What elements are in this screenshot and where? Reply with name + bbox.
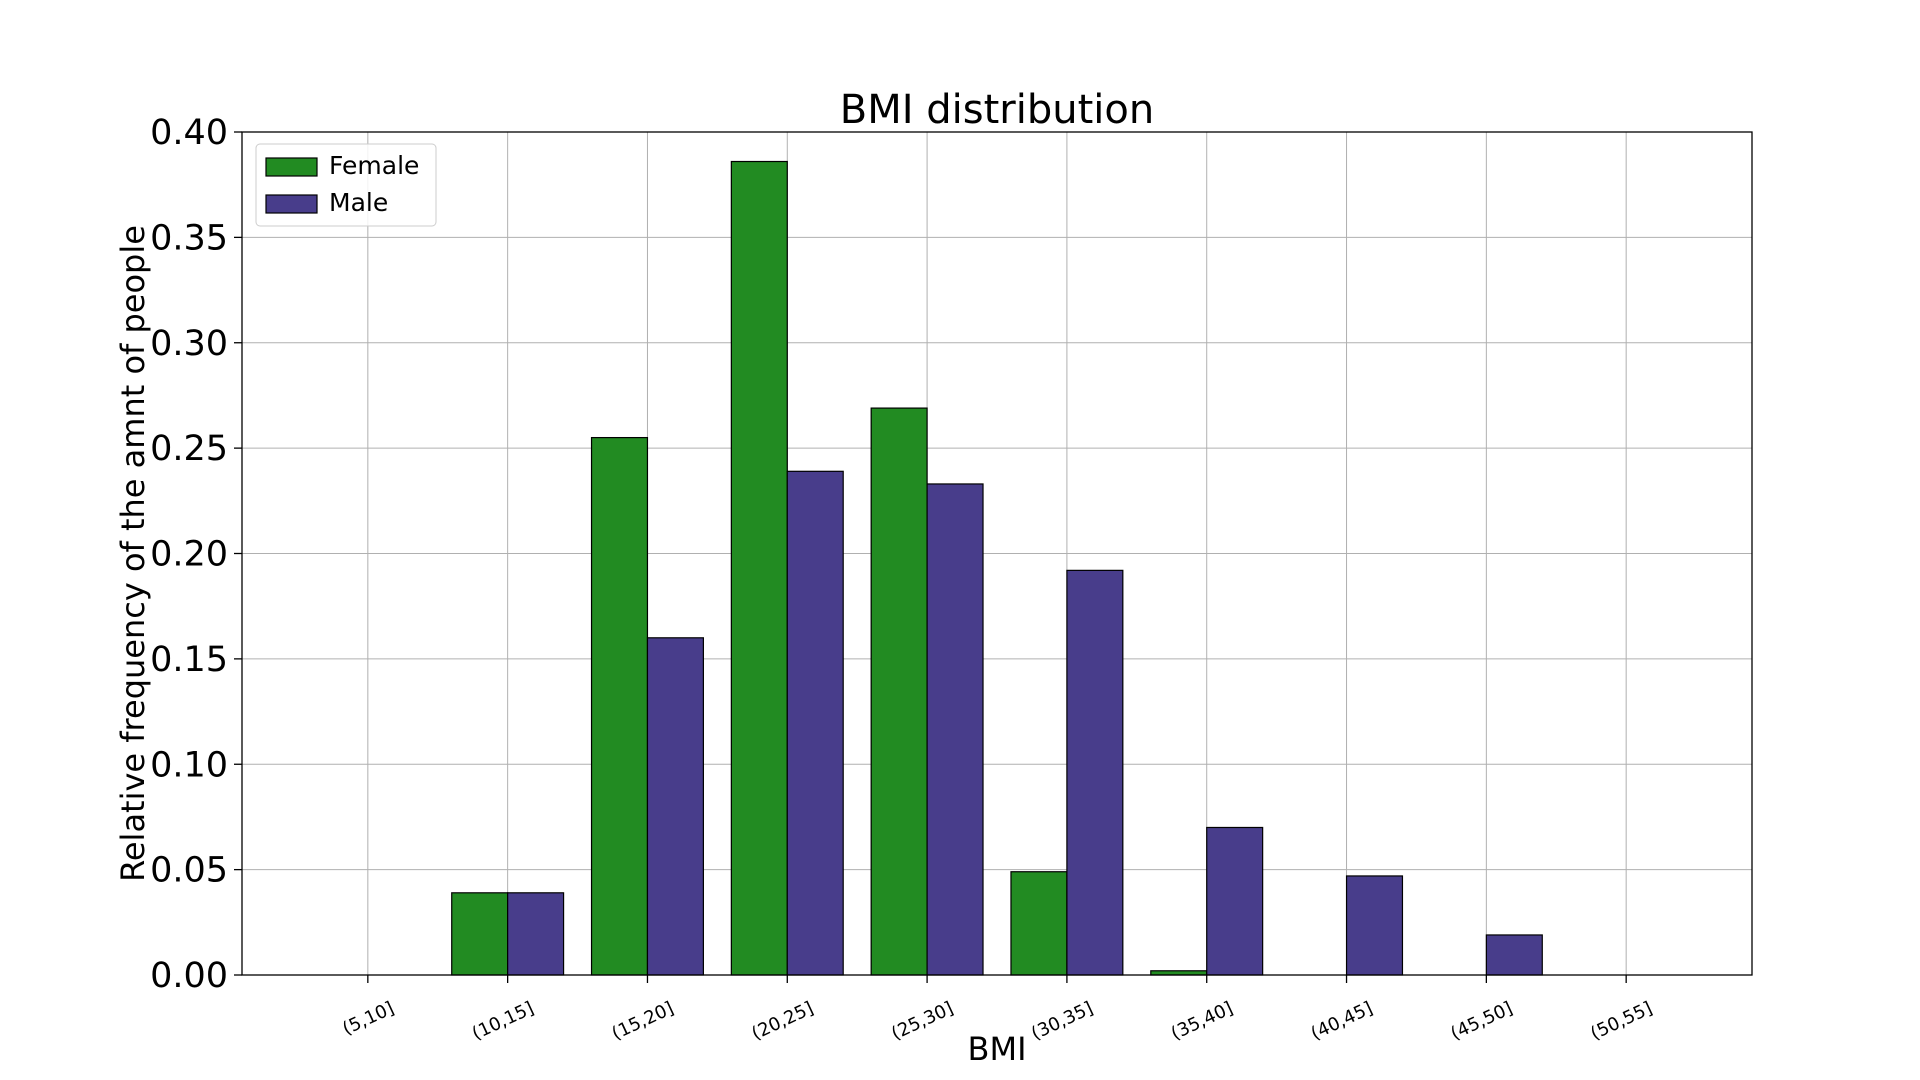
y-tick-label: 0.05: [150, 851, 228, 891]
bar-male-6: [1206, 826, 1264, 976]
legend-label-female: Female: [329, 151, 419, 180]
bar-female-3: [730, 160, 788, 976]
bar-male-1: [507, 892, 565, 976]
bar-male-3: [786, 470, 844, 976]
bar-female-5: [1010, 871, 1068, 976]
x-tick-label: (50,55]: [1587, 998, 1655, 1045]
bar-male-2: [646, 637, 704, 976]
x-tick-label: (45,50]: [1448, 998, 1516, 1045]
x-tick-label: (35,40]: [1168, 998, 1236, 1045]
y-tick-label: 0.25: [150, 429, 228, 469]
y-tick-label: 0.00: [150, 956, 228, 996]
y-tick-label: 0.35: [150, 218, 228, 258]
bar-female-4: [870, 407, 928, 976]
x-tick-label: (20,25]: [748, 998, 816, 1045]
x-tick-label: (25,30]: [888, 998, 956, 1045]
bar-female-1: [451, 892, 509, 976]
x-axis-title: BMI: [968, 1030, 1027, 1068]
bar-male-5: [1066, 569, 1124, 976]
bar-female-2: [590, 436, 649, 976]
x-tick-label: (10,15]: [469, 998, 537, 1045]
y-tick-label: 0.20: [150, 535, 228, 575]
x-tick-label: (30,35]: [1028, 998, 1096, 1045]
y-tick-label: 0.15: [150, 640, 228, 680]
legend-swatch-female: [265, 157, 318, 177]
bar-male-4: [926, 483, 984, 976]
chart-title: BMI distribution: [840, 87, 1154, 133]
legend: Female Male: [255, 143, 437, 227]
y-tick-label: 0.10: [150, 745, 228, 785]
x-tick-label: (15,20]: [609, 998, 677, 1045]
grid-lines: [242, 131, 1752, 976]
y-tick-label: 0.30: [150, 324, 228, 364]
y-axis-title: Relative frequency of the amnt of people: [114, 225, 152, 882]
y-axis-ticks: 0.00 0.05 0.10 0.15 0.20 0.25 0.30 0.35 0.40: [150, 113, 242, 996]
x-tick-label: (5,10]: [339, 998, 397, 1040]
legend-label-male: Male: [329, 188, 388, 217]
bar-male-8: [1485, 934, 1543, 976]
y-tick-label: 0.40: [150, 113, 228, 153]
bar-male-7: [1345, 875, 1404, 976]
bars: [451, 160, 1543, 976]
legend-swatch-male: [265, 194, 318, 214]
x-tick-label: (40,45]: [1308, 998, 1376, 1045]
